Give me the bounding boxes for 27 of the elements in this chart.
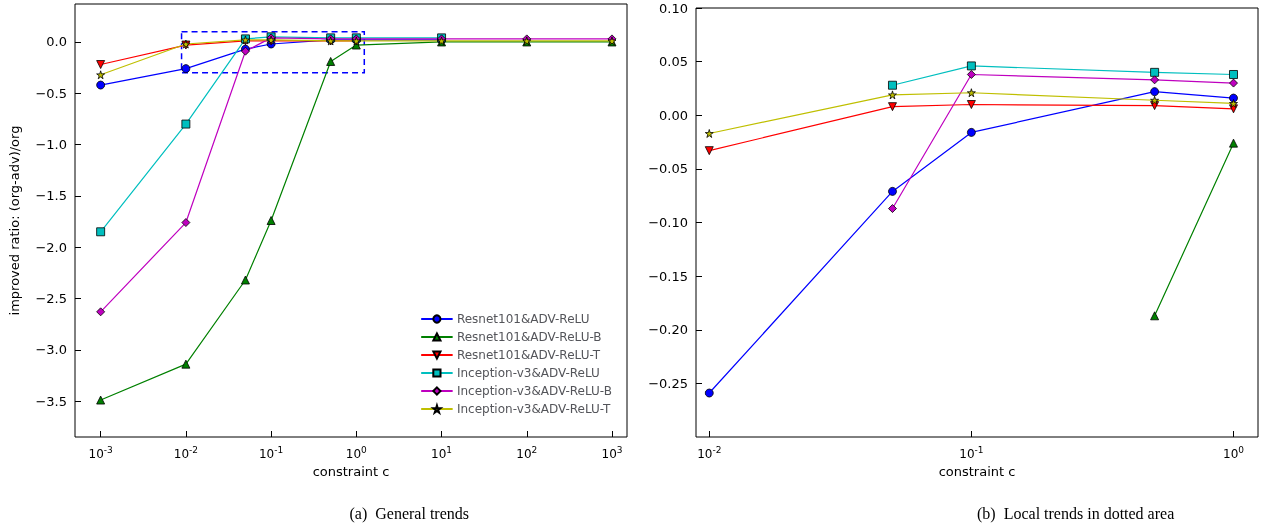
y-tick-label: −0.10	[648, 215, 688, 230]
y-tick-label: −1.0	[35, 137, 67, 153]
y-tick-label: 0.10	[659, 0, 688, 16]
y-axis-title: improved ratio: (org-adv)/org	[7, 125, 22, 316]
y-tick-label: 0.00	[659, 107, 688, 123]
legend-label: Resnet101&ADV-ReLU-T	[456, 348, 601, 362]
y-tick-label: −0.5	[35, 85, 67, 101]
text: (b) Local trends in dotted area	[977, 504, 1175, 523]
y-tick-label: −0.20	[648, 322, 688, 338]
legend-label: Inception-v3&ADV-ReLU-T	[456, 402, 612, 416]
x-axis-title: constraint c	[938, 464, 1016, 479]
legend-label: Inception-v3&ADV-ReLU	[456, 366, 600, 380]
y-tick-label: −2.5	[35, 290, 67, 306]
legend-label: Inception-v3&ADV-ReLU-B	[456, 384, 612, 398]
y-tick-label: −3.0	[35, 342, 67, 358]
y-tick-label: −0.25	[648, 375, 688, 391]
text: (a) General trends	[349, 504, 469, 523]
y-tick-label: −2.0	[35, 239, 67, 255]
y-tick-label: −0.15	[648, 268, 688, 284]
y-tick-label: 0.0	[46, 34, 67, 50]
y-tick-label: −0.05	[648, 161, 688, 177]
legend-label: Resnet101&ADV-ReLU	[456, 312, 590, 326]
legend-label: Resnet101&ADV-ReLU-B	[456, 330, 602, 344]
y-tick-label: −1.5	[35, 188, 67, 204]
x-axis-title: constraint c	[312, 464, 390, 479]
y-tick-label: −3.5	[35, 393, 67, 409]
y-tick-label: 0.05	[659, 54, 688, 70]
